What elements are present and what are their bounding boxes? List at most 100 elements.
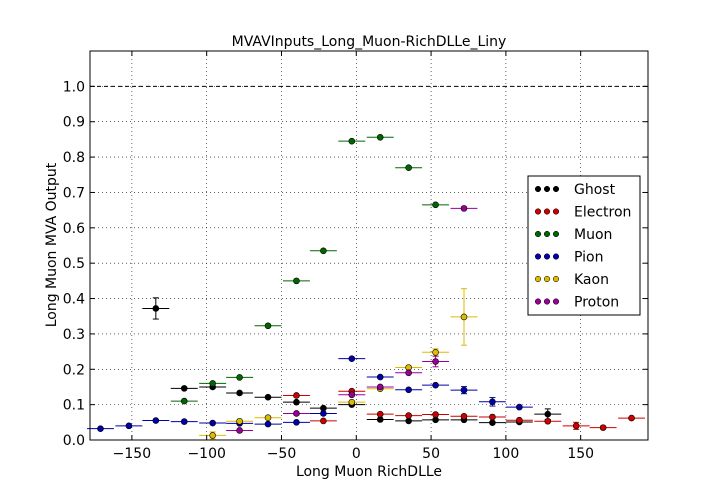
data-point [293,277,300,285]
data-point [264,414,272,422]
series-muon [170,133,450,405]
legend-marker [534,185,542,193]
data-point [544,410,552,418]
legend-marker [534,208,542,215]
data-point [599,424,607,431]
data-point [489,398,496,406]
legend-entry-kaon: Kaon [534,272,609,288]
data-point [180,385,188,392]
y-tick-label: 0.9 [63,115,85,131]
y-tick-label: 0.3 [63,327,85,343]
data-point [97,425,104,432]
data-point [236,427,243,434]
legend-marker [543,185,551,193]
data-point [432,201,439,209]
data-point [489,413,496,421]
x-axis-label: Long Muon RichDLLe [296,464,442,480]
data-point [125,422,133,430]
series-electron [282,387,646,431]
data-series [87,133,646,440]
data-point [376,373,384,381]
data-point [432,381,439,389]
data-point [572,422,580,430]
data-point [405,164,412,171]
x-tick-label: 150 [567,446,594,462]
data-point [405,412,412,419]
data-point [264,322,272,330]
data-point [460,313,468,321]
legend-marker [543,208,551,215]
data-point [348,391,356,399]
chart-title: MVAVInputs_Long_Muon-RichDLLe_Liny [232,34,507,50]
data-point [628,414,635,422]
legend-label: Pion [574,250,603,266]
data-point [489,419,496,426]
y-tick-label: 0.2 [63,362,85,378]
series-pion [87,355,533,432]
x-tick-label: −150 [113,446,151,462]
data-point [293,419,300,426]
data-point [348,355,356,362]
legend-label: Proton [574,295,619,311]
legend-label: Electron [574,205,631,221]
x-tick-label: 0 [352,446,361,462]
legend-marker [552,208,560,215]
data-point [180,397,188,405]
legend-label: Kaon [574,272,609,288]
data-point [405,369,412,377]
data-point [432,358,439,365]
legend-marker [543,275,551,283]
data-point [293,410,300,417]
legend-marker [552,298,560,305]
data-point [348,398,356,406]
data-point [236,417,243,425]
legend-label: Ghost [574,182,616,198]
y-tick-label: 0.0 [63,433,85,449]
y-tick-label: 0.4 [63,292,85,308]
data-point [460,386,468,394]
x-tick-label: 100 [493,446,520,462]
legend-marker [534,253,542,260]
data-point [293,392,300,399]
x-tick-label: −100 [187,446,225,462]
data-point [264,393,272,401]
legend-marker [552,275,560,283]
legend-marker [543,230,551,238]
y-axis-label: Long Muon MVA Output [44,162,60,327]
legend-marker [534,298,542,305]
data-point [376,133,384,141]
legend-entry-pion: Pion [534,250,603,266]
data-point [348,137,356,145]
data-point [152,417,160,424]
y-tick-label: 0.8 [63,150,85,166]
legend-marker [552,230,560,238]
data-point [544,417,552,425]
legend-box [527,175,641,316]
data-point [432,348,439,356]
series-proton [226,205,478,434]
data-point [516,416,523,424]
data-point [209,432,216,439]
legend-marker [543,253,551,260]
y-tick-label: 0.5 [63,256,85,272]
data-point [432,411,439,418]
data-point [209,419,216,427]
y-tick-label: 0.7 [63,185,85,201]
x-tick-label: 50 [422,446,440,462]
data-point [320,247,327,255]
axis-ticks: −150 −100 −50 0 50 100 150 0.0 0.1 0.2 0.3 0.4 0.5 0.… [63,51,648,462]
legend-entry-muon: Muon [534,227,612,243]
legend-marker [543,298,551,305]
data-point [405,386,412,394]
legend: Ghost Electron Muon Pion Kaon Proton [527,175,641,316]
legend-entry-electron: Electron [534,205,631,221]
plot-frame [89,50,649,441]
legend-marker [534,230,542,238]
legend-marker [534,275,542,283]
data-point [264,420,272,428]
data-point [180,418,188,425]
data-point [376,410,384,418]
legend-label: Muon [574,227,612,243]
data-point [293,398,300,406]
